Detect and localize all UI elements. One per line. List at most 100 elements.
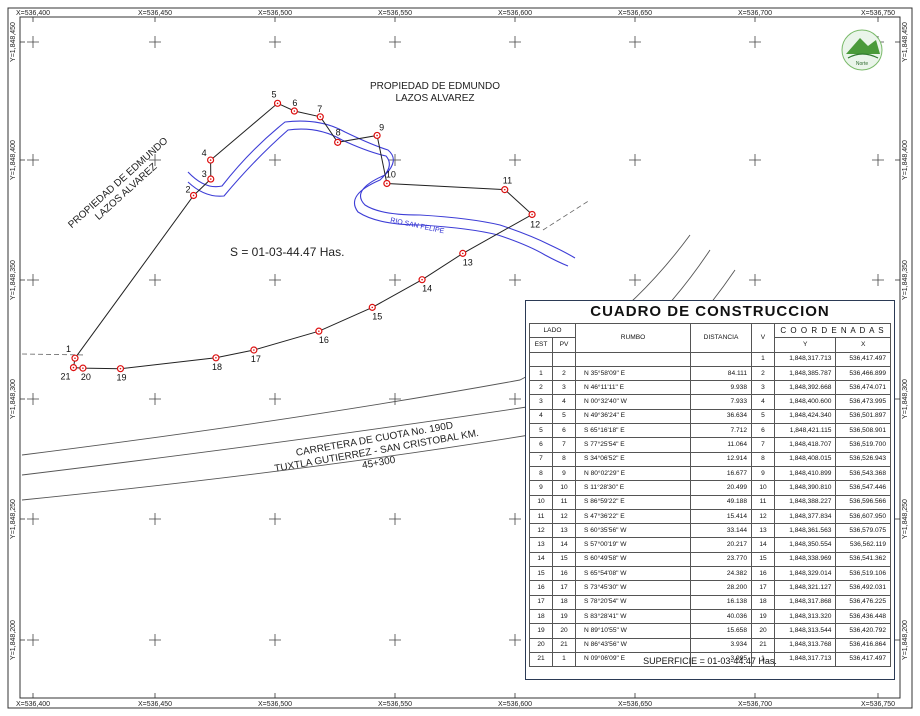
cell-x: 536,519.700 [835,437,891,453]
cell-est: 16 [529,580,553,596]
cell-pv: 17 [552,580,576,596]
cell-x: 536,607.950 [835,508,891,525]
grid-cross [872,154,884,166]
y-grid-label-left: Y=1,848,300 [10,379,17,419]
cell-x: 536,526.943 [835,451,891,467]
table-row: 20 21 N 86°43'56" W 3.934 21 1,848,313.768 536… [529,637,891,653]
y-grid-label-left: Y=1,848,200 [10,620,17,660]
y-grid-label-left: Y=1,848,450 [10,22,17,62]
cell-dist: 11.064 [690,437,752,453]
cell-x: 536,596.566 [835,494,891,510]
vertex-marker: 15 [368,303,382,321]
surface-total: SUPERFICIE = 01-03-44.47 Has. [643,656,777,666]
table-row-start: 1 1,848,317.713 536,417.497 [529,351,891,367]
cell-x: 536,492.031 [835,580,891,596]
cell-pv: 6 [552,423,576,439]
vertex-label: 9 [379,122,384,132]
vertex-label: 5 [272,89,277,99]
header-pv: PV [552,337,576,353]
grid-cross [27,393,39,405]
cell-est: 18 [529,608,553,625]
cell-est: 14 [529,551,553,568]
vertex-label: 14 [422,284,432,294]
grid-cross [509,36,521,48]
cell-x: 536,417.497 [835,651,891,668]
grid-cross [629,154,641,166]
vertex-marker: 5 [272,89,282,107]
grid-cross [389,393,401,405]
cell-rumbo: N 00°32'40" W [575,394,691,410]
vertex-label: 6 [292,98,297,108]
vertex-label: 15 [372,311,382,321]
cell-dist: 40.036 [690,608,752,625]
vertex-label: 2 [186,184,191,194]
cell-v: 12 [751,508,775,525]
cell-dist: 33.144 [690,523,752,539]
cell-dist: 36.634 [690,408,752,425]
cell-dist: 24.382 [690,566,752,582]
cell-x: 536,541.362 [835,551,891,568]
vertex-label: 1 [66,344,71,354]
cell-y: 1,848,313.544 [773,623,837,639]
outer-frame [7,7,913,709]
inner-frame [19,16,901,699]
cell-pv: 19 [552,608,576,625]
cell-rumbo: N 35°58'09" E [575,365,691,382]
x-grid-label-bottom: X=536,700 [738,701,772,708]
table-row: 18 19 S 83°28'41" W 40.036 19 1,848,313.320 53… [529,608,891,625]
cell-y: 1,848,377.834 [773,508,837,525]
header-rumbo: RUMBO [575,323,691,353]
cell-est: 17 [529,594,553,610]
vertex-marker: 14 [418,276,432,294]
cell-y: 1,848,317.713 [773,651,837,668]
table-row: 10 11 S 86°59'22" E 49.188 11 1,848,388.227 53… [529,494,891,510]
cell-rumbo: S 57°00'19" W [575,537,691,553]
cell-x: 536,547.446 [835,480,891,496]
x-grid-label-top: X=536,500 [258,10,292,17]
vertex-label: 12 [530,219,540,229]
grid-cross [269,634,281,646]
header-est: EST [529,337,553,353]
highway-label: CARRETERA DE CUOTA No. 190D TUXTLA GUTIE… [274,420,480,474]
river-label: RIO SAN FELIPE [390,217,445,235]
cell-dist: 16.138 [690,594,752,610]
header-lado: LADO [529,322,576,339]
grid-cross [269,154,281,166]
y-grid-label-right: Y=1,848,400 [902,140,909,180]
dashed-extension-east [542,199,591,231]
cell-rumbo: S 77°25'54" E [575,437,691,453]
vertex-label: 17 [251,354,261,364]
x-grid-label-top: X=536,650 [618,10,652,17]
cell-pv: 12 [552,508,576,525]
grid-cross [149,393,161,405]
table-row: 9 10 S 11°28'30" E 20.499 10 1,848,390.810 536… [529,480,891,496]
grid-cross [149,513,161,525]
header-distancia: DISTANCIA [690,323,752,353]
cell-y: 1,848,321.127 [773,580,837,596]
cell-rumbo: S 73°45'30" W [575,580,691,596]
cell-est: 7 [529,451,553,467]
x-grid-label-top: X=536,450 [138,10,172,17]
cell-y: 1,848,388.227 [773,494,837,510]
cell-x: 536,416.864 [835,637,891,653]
vertex-marker: 3 [202,169,215,183]
x-grid-label-bottom: X=536,550 [378,701,412,708]
vertex-label: 4 [202,148,207,158]
cell-dist: 16.677 [690,465,752,482]
table-row: 19 20 N 89°10'55" W 15.658 20 1,848,313.544 53… [529,623,891,639]
cell-est: 10 [529,494,553,510]
table-row: 17 18 S 78°20'54" W 16.138 18 1,848,317.868 53… [529,594,891,610]
parcel-polygon [72,102,533,370]
x-grid-label-top: X=536,700 [738,10,772,17]
table-row: 21 1 N 09°06'09" E 3.995 1 1,848,317.713 536,4… [529,651,891,668]
y-grid-label-left: Y=1,848,400 [10,140,17,180]
cell-pv: 7 [552,437,576,453]
cell-pv: 3 [552,380,576,396]
grid-cross [389,36,401,48]
coordinate-grid: X=536,400 X=536,400 X=536,450 X=536,450 X=53… [10,10,909,708]
cell-y: 1,848,418.707 [773,437,837,453]
grid-cross [749,36,761,48]
cell-pv: 5 [552,408,576,425]
